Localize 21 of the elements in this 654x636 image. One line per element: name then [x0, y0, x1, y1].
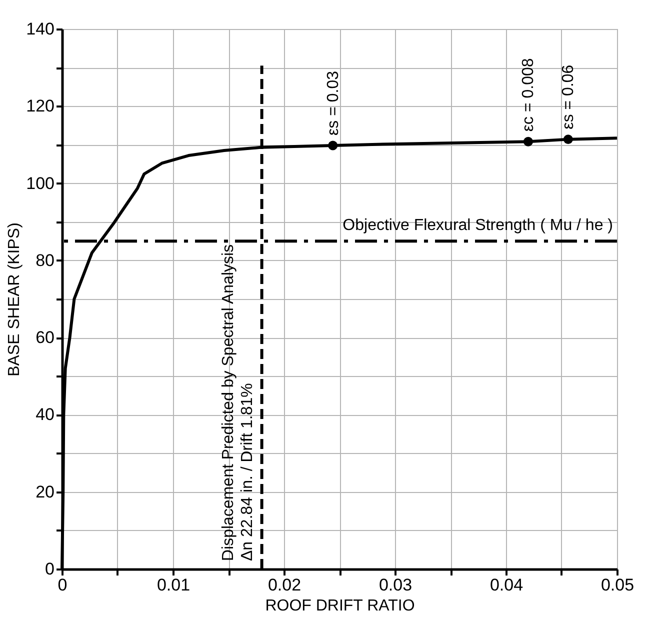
x-tick-label: 0.02 [268, 576, 302, 594]
annotation: εs = 0.03 [324, 70, 342, 136]
x-tick-label: 0.01 [156, 576, 190, 594]
y-tick-label: 100 [26, 174, 54, 193]
x-tick-label: 0 [58, 576, 68, 594]
y-tick-label: 80 [36, 250, 54, 270]
x-tick-label: 0.04 [490, 576, 524, 594]
x-axis-title: ROOF DRIFT RATIO [265, 598, 415, 614]
y-tick-label: 40 [36, 405, 54, 424]
y-axis-title: BASE SHEAR (KIPS) [6, 222, 24, 376]
y-tick-label: 140 [26, 20, 54, 38]
x-tick-label: 0.05 [600, 576, 634, 594]
y-tick-label: 0 [45, 560, 54, 578]
annotation: Displacement Predicted by Spectral Analysis Δn 22.84 in. / Drift 1.81% [220, 244, 256, 561]
y-tick-label: 20 [36, 482, 54, 502]
ref-line-label: Objective Flexural Strength ( Mu / he ) [342, 217, 613, 234]
y-tick-label: 60 [36, 328, 54, 348]
annotation: εc = 0.008 [520, 58, 538, 132]
y-tick-label: 120 [26, 96, 54, 116]
x-tick-label: 0.03 [378, 576, 412, 594]
annotation: εs = 0.06 [560, 64, 578, 130]
